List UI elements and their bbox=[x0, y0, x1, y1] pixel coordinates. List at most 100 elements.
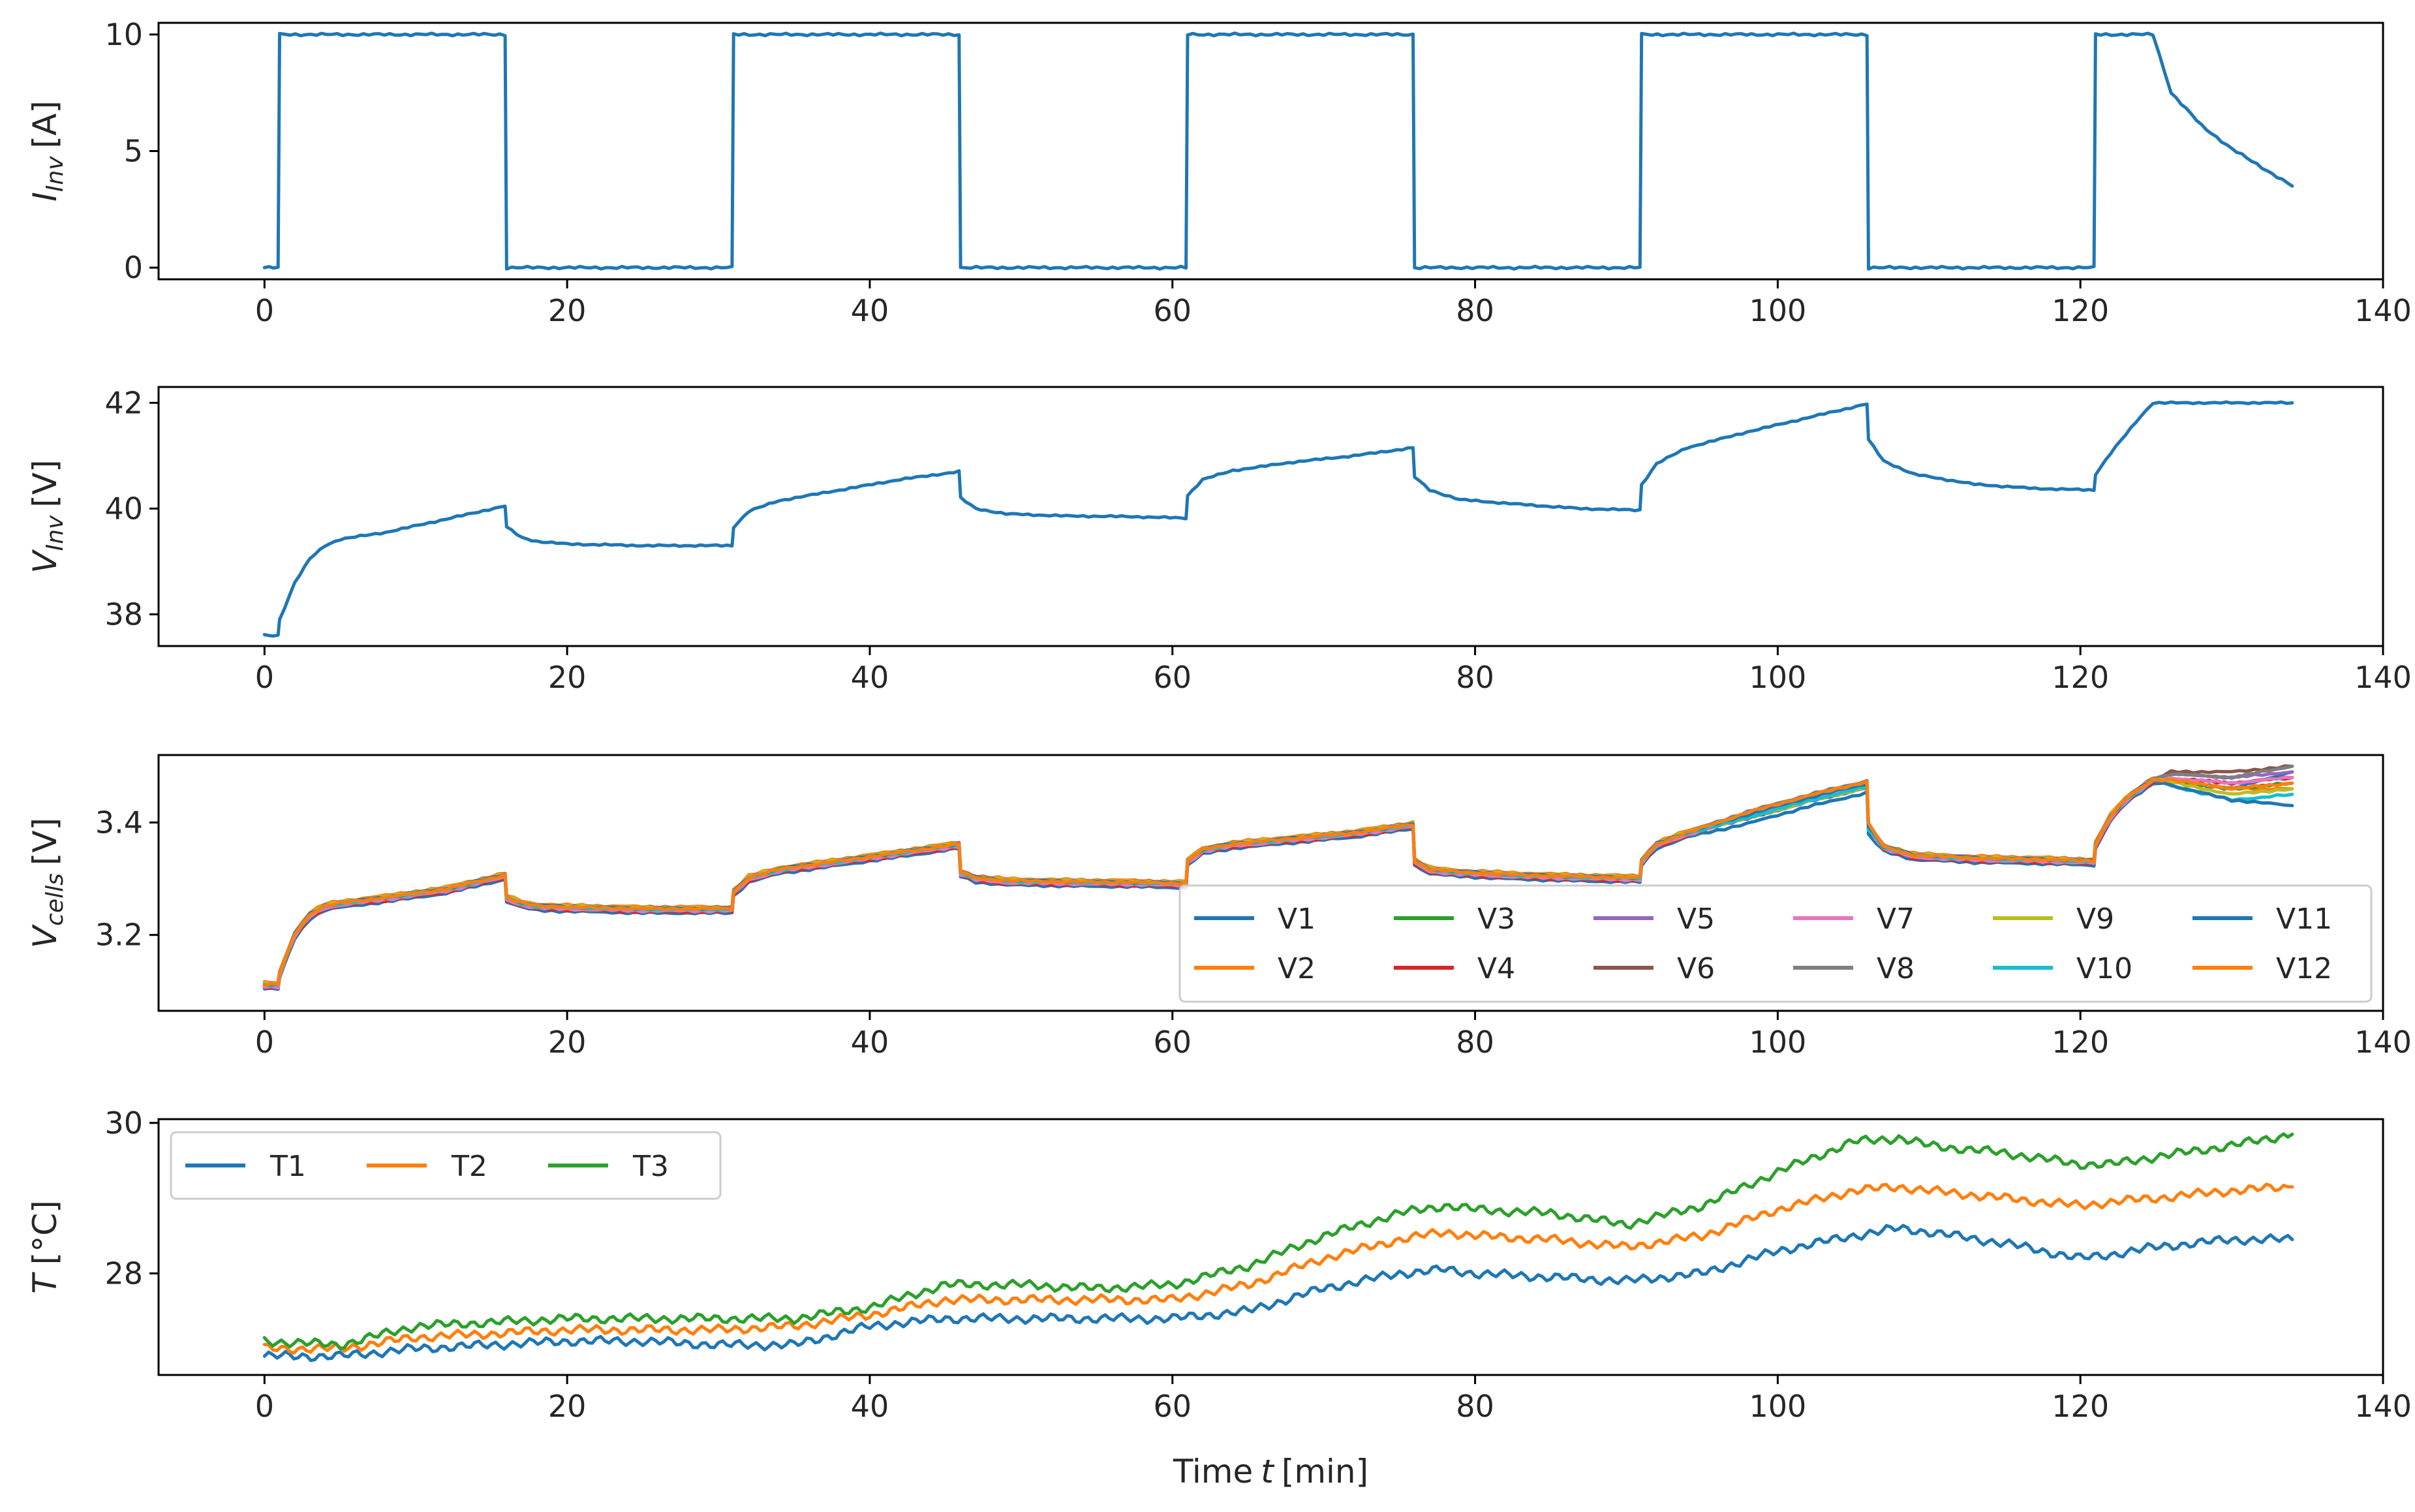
series-t1 bbox=[262, 1224, 2294, 1363]
legend-box bbox=[1178, 884, 2373, 1003]
temperature-plot: 0 20 40 60 80 100 120 140 28 30 T [°C] T1 T2 T3 Tim… bbox=[26, 1105, 2412, 1490]
x-tick-label: 80 bbox=[1456, 1389, 1494, 1424]
legend-label: V9 bbox=[2076, 903, 2114, 936]
x-tick-label: 100 bbox=[1749, 660, 1806, 695]
legend-label: T1 bbox=[269, 1150, 306, 1183]
x-tick-label: 120 bbox=[2052, 660, 2109, 695]
x-tick-label: 0 bbox=[255, 1025, 274, 1060]
y-tick-label: 5 bbox=[124, 134, 143, 169]
y-axis: 0 5 10 bbox=[104, 17, 159, 285]
x-tick-label: 80 bbox=[1456, 293, 1494, 328]
series-v12 bbox=[262, 777, 2294, 987]
legend-label: V4 bbox=[1477, 952, 1515, 985]
x-tick-label: 100 bbox=[1749, 1025, 1806, 1060]
legend-box bbox=[170, 1131, 722, 1200]
y-label-symbol: V bbox=[26, 923, 64, 948]
legend: V1 V2 V3 V4 V5 V6 V7 V8 V9 V10 V11 V12 bbox=[1178, 884, 2373, 1003]
x-tick-label: 100 bbox=[1749, 1389, 1806, 1424]
y-tick-label: 30 bbox=[104, 1105, 143, 1141]
y-axis: 3.2 3.4 bbox=[95, 805, 159, 953]
cell-voltage-plot: 0 20 40 60 80 100 120 140 3.2 3.4 Vcells [V] V1 V2… bbox=[26, 754, 2412, 1060]
x-label-word: Time bbox=[1173, 1453, 1253, 1490]
plot-frame bbox=[157, 22, 2384, 281]
x-tick-label: 140 bbox=[2354, 293, 2412, 328]
y-tick-label: 3.4 bbox=[95, 805, 143, 840]
y-label-subscript: Inv bbox=[42, 515, 69, 551]
x-tick-label: 20 bbox=[548, 1389, 587, 1424]
x-axis: 0 20 40 60 80 100 120 140 bbox=[255, 1011, 2412, 1060]
legend-label: V5 bbox=[1677, 903, 1715, 936]
y-label-unit: [A] bbox=[26, 100, 64, 148]
plot-frame bbox=[157, 754, 2384, 1012]
y-tick-label: 28 bbox=[104, 1256, 143, 1291]
legend-label: V6 bbox=[1677, 952, 1715, 985]
x-label-symbol: t bbox=[1261, 1453, 1275, 1490]
x-tick-label: 0 bbox=[255, 660, 274, 695]
x-tick-label: 20 bbox=[548, 293, 587, 328]
x-tick-label: 60 bbox=[1153, 1389, 1192, 1424]
y-label-subscript: Inv bbox=[42, 156, 69, 192]
y-tick-label: 3.2 bbox=[95, 918, 143, 953]
series-layer bbox=[262, 400, 2294, 638]
y-tick-label: 38 bbox=[104, 596, 143, 632]
x-axis: 0 20 40 60 80 100 120 140 bbox=[255, 279, 2412, 328]
x-tick-label: 60 bbox=[1153, 660, 1192, 695]
plot-frame bbox=[157, 386, 2384, 647]
x-tick-label: 120 bbox=[2052, 1025, 2109, 1060]
series-layer bbox=[262, 1132, 2294, 1363]
y-axis-label: IInv [A] bbox=[26, 100, 69, 202]
y-tick-label: 10 bbox=[104, 17, 143, 52]
series-t3 bbox=[262, 1132, 2294, 1351]
series-t2 bbox=[262, 1182, 2294, 1355]
y-label-unit: [V] bbox=[26, 459, 64, 507]
y-label-unit: [°C] bbox=[26, 1200, 64, 1265]
legend-label: T3 bbox=[632, 1150, 669, 1183]
x-tick-label: 40 bbox=[851, 293, 889, 328]
x-tick-label: 120 bbox=[2052, 293, 2109, 328]
x-tick-label: 60 bbox=[1153, 1025, 1192, 1060]
x-tick-label: 20 bbox=[548, 1025, 587, 1060]
legend-label: V2 bbox=[1278, 952, 1315, 985]
y-label-symbol: I bbox=[26, 192, 64, 202]
y-axis: 38 40 42 bbox=[104, 385, 159, 632]
y-axis: 28 30 bbox=[104, 1105, 159, 1291]
legend-label: V12 bbox=[2276, 952, 2332, 985]
y-tick-label: 42 bbox=[104, 385, 143, 420]
legend-label: V7 bbox=[1877, 903, 1915, 936]
series-layer bbox=[262, 31, 2294, 271]
legend: T1 T2 T3 bbox=[170, 1131, 722, 1200]
series-v-inv bbox=[262, 400, 2294, 638]
y-axis-label: VInv [V] bbox=[26, 459, 69, 573]
y-label-symbol: T bbox=[26, 1272, 64, 1294]
legend-label: V11 bbox=[2276, 903, 2332, 936]
x-tick-label: 0 bbox=[255, 293, 274, 328]
legend-label: V10 bbox=[2076, 952, 2132, 985]
x-tick-label: 80 bbox=[1456, 1025, 1494, 1060]
x-tick-label: 60 bbox=[1153, 293, 1192, 328]
x-tick-label: 120 bbox=[2052, 1389, 2109, 1424]
x-tick-label: 140 bbox=[2354, 660, 2412, 695]
y-axis-label: T [°C] bbox=[26, 1200, 64, 1293]
x-tick-label: 80 bbox=[1456, 660, 1494, 695]
y-label-unit: [V] bbox=[26, 818, 64, 865]
legend-label: T2 bbox=[451, 1150, 487, 1183]
x-tick-label: 100 bbox=[1749, 293, 1806, 328]
x-tick-label: 20 bbox=[548, 660, 587, 695]
current-plot: 0 20 40 60 80 100 120 140 0 5 10 IInv [A] bbox=[26, 17, 2412, 328]
x-tick-label: 140 bbox=[2354, 1025, 2412, 1060]
y-tick-label: 40 bbox=[104, 491, 143, 526]
y-tick-label: 0 bbox=[124, 250, 143, 285]
x-tick-label: 40 bbox=[851, 1025, 889, 1060]
plot-frame bbox=[157, 1118, 2384, 1376]
voltage-plot: 0 20 40 60 80 100 120 140 38 40 42 VInv [V] bbox=[26, 385, 2412, 695]
series-i-inv bbox=[262, 31, 2294, 271]
x-tick-label: 40 bbox=[851, 660, 889, 695]
y-label-subscript: cells bbox=[42, 873, 69, 926]
legend-label: V3 bbox=[1477, 903, 1515, 936]
y-axis-label: Vcells [V] bbox=[26, 818, 69, 948]
x-tick-label: 40 bbox=[851, 1389, 889, 1424]
legend-label: V8 bbox=[1877, 952, 1915, 985]
x-label-unit: [min] bbox=[1282, 1453, 1368, 1490]
x-axis: 0 20 40 60 80 100 120 140 bbox=[255, 646, 2412, 695]
